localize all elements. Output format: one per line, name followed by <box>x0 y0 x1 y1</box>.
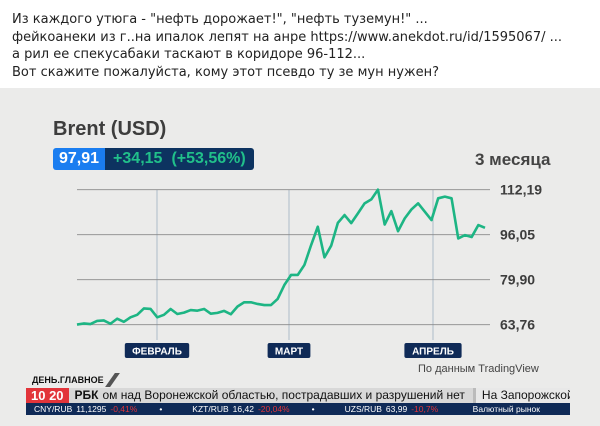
y-tick-label: 112,19 <box>500 182 542 198</box>
post-line: фейкоанеки из г..на ипалок лепят на анре… <box>12 29 563 45</box>
fx-item: CNY/RUB 11,1295 -0,41% <box>34 403 137 415</box>
channel-logo: ДЕНЬ.ГЛАВНОЕ <box>32 373 120 387</box>
logo-text: ДЕНЬ.ГЛАВНОЕ <box>32 374 104 385</box>
post-line: а рил ее спекусабаки таскают в коридоре … <box>12 47 366 62</box>
fx-label: Валютный рынок <box>472 404 540 414</box>
fx-item: KZT/RUB 16,42 -20,04% <box>192 403 289 415</box>
ticker-time: 10 20 <box>26 388 69 403</box>
fx-pair: CNY/RUB <box>34 404 73 414</box>
post-line: Вот скажите пожалуйста, кому этот псевдо… <box>12 64 440 80</box>
fx-item: UZS/RUB 63,99 -10,7% <box>345 403 439 415</box>
fx-pair: UZS/RUB <box>344 404 382 414</box>
fx-change: -0,41% <box>110 404 138 414</box>
month-label-bg <box>267 343 311 358</box>
price-badge: 97,91 +34,15 (+53,56%) <box>53 148 254 170</box>
price-value: 97,91 <box>53 148 106 170</box>
y-tick-label: 79,90 <box>500 272 535 288</box>
fx-change: -10,7% <box>411 404 439 414</box>
fx-change: -20,04% <box>257 404 290 414</box>
news-ticker: 10 20 РБК ом над Воронежской областью, пос… <box>26 388 570 403</box>
price-change: +34,15 (+53,56%) <box>105 148 254 170</box>
month-label-bg <box>124 343 190 358</box>
month-label: МАРТ <box>275 347 303 358</box>
fx-pair: KZT/RUB <box>192 404 229 414</box>
fx-value: 63,99 <box>385 404 408 414</box>
post-line: Из каждого утюга - "нефть дорожает!", "н… <box>12 12 428 27</box>
news-text: ом над Воронежской областью, пострадавши… <box>102 388 465 402</box>
fx-ticker: CNY/RUB 11,1295 -0,41% • KZT/RUB 16,42 -20,04%… <box>26 403 570 415</box>
price-line <box>76 188 486 326</box>
change-pct: (+53,56%) <box>171 150 246 167</box>
tv-screenshot <box>0 88 600 426</box>
fx-dot: • <box>159 404 163 414</box>
y-tick-label: 63,76 <box>500 317 535 333</box>
ticker-news: РБК ом над Воронежской областью, пострада… <box>69 388 465 403</box>
ticker-next-news: На Запорожской <box>472 388 570 403</box>
fx-value: 16,42 <box>232 404 254 414</box>
month-label: АПРЕЛЬ <box>412 347 454 358</box>
month-label: ФЕВРАЛЬ <box>132 347 182 358</box>
y-tick-label: 96,05 <box>500 227 535 243</box>
change-abs: +34,15 <box>113 150 163 167</box>
news-source: РБК <box>74 388 99 402</box>
fx-value: 11,1295 <box>76 404 107 414</box>
fx-dot: • <box>311 404 315 414</box>
month-label-bg <box>404 343 462 358</box>
post-text: Из каждого утюга - "нефть дорожает!", "н… <box>12 11 562 81</box>
source-label: По данным TradingView <box>418 363 539 375</box>
chart-title: Brent (USD) <box>53 118 167 140</box>
period-label: 3 месяца <box>475 150 551 169</box>
